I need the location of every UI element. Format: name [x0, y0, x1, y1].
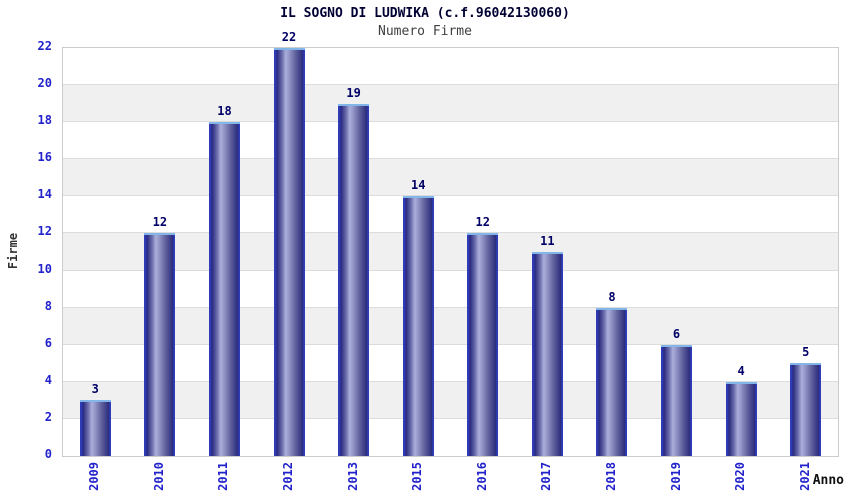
- bar-value-label: 11: [540, 234, 555, 248]
- bar-2020: [725, 381, 757, 456]
- x-tick-label-text: 2010: [151, 462, 166, 491]
- gridline: [63, 306, 838, 308]
- x-tick-label: 2010: [139, 462, 179, 500]
- bar-2021: [790, 363, 822, 456]
- gridline: [63, 343, 838, 345]
- background-band: [63, 419, 838, 456]
- x-tick-label: 2017: [526, 462, 566, 500]
- chart-subtitle: Numero Firme: [378, 24, 472, 39]
- background-band: [63, 381, 838, 419]
- gridline: [63, 195, 838, 197]
- x-tick-label: 2009: [74, 462, 114, 500]
- gridline: [63, 417, 838, 419]
- y-tick-label: 6: [44, 335, 52, 350]
- x-tick-label-text: 2019: [668, 462, 683, 491]
- bar-value-label: 6: [672, 326, 681, 341]
- bar-value-label: 3: [91, 382, 99, 397]
- bar-value-label: 14: [410, 178, 426, 193]
- bar-value-label: 12: [152, 215, 168, 230]
- y-axis-title: Firme: [0, 47, 26, 455]
- y-tick-label: 14: [37, 187, 52, 202]
- bar-2016: [467, 233, 499, 456]
- bar-value-label: 19: [346, 85, 361, 100]
- x-tick-label-text: 2018: [603, 462, 618, 491]
- x-tick-label: 2020: [720, 462, 760, 500]
- bar-2011: [208, 122, 240, 456]
- y-tick-label: 4: [44, 372, 52, 387]
- bar-value-label: 22: [281, 30, 297, 44]
- bar-value-label: 5: [802, 345, 810, 360]
- bar-2010: [144, 233, 176, 456]
- x-tick-label-text: 2016: [474, 462, 489, 491]
- x-tick-label-text: 2011: [216, 462, 231, 491]
- x-axis-title: Anno: [812, 473, 844, 488]
- y-tick-label: 0: [44, 447, 52, 461]
- x-tick-label: 2016: [462, 462, 502, 500]
- bar-2015: [402, 196, 434, 456]
- x-tick-label-text: 2015: [410, 462, 425, 491]
- chart-title: IL SOGNO DI LUDWIKA (c.f.96042130060): [280, 6, 570, 21]
- bar-2018: [596, 307, 628, 456]
- bar-2013: [338, 103, 370, 456]
- gridline: [63, 121, 838, 123]
- background-band: [63, 159, 838, 197]
- bar-2009: [79, 400, 111, 456]
- y-tick-label: 12: [37, 224, 52, 239]
- x-tick-label: 2015: [397, 462, 437, 500]
- x-tick-label-text: 2021: [797, 462, 812, 491]
- bar-2012: [273, 48, 305, 456]
- bar-value-label: 12: [475, 215, 490, 230]
- y-tick-label: 8: [44, 298, 52, 313]
- gridline: [63, 232, 838, 234]
- x-tick-label: 2019: [656, 462, 696, 500]
- y-tick-label: 18: [37, 113, 52, 128]
- bar-value-label: 4: [737, 363, 745, 378]
- background-band: [63, 271, 838, 308]
- gridline: [63, 380, 838, 382]
- x-tick-label-text: 2013: [345, 462, 360, 491]
- gridline: [63, 84, 838, 86]
- y-tick-label: 10: [37, 261, 52, 276]
- background-band: [63, 48, 838, 85]
- bar-2017: [531, 252, 563, 456]
- x-tick-label-text: 2017: [539, 462, 554, 491]
- y-tick-label: 20: [37, 76, 52, 91]
- plot-area: 3 12 18 22 19 14 12 11 8 6 4 5: [62, 30, 839, 457]
- bar-value-label: 18: [217, 104, 232, 119]
- x-tick-label: 2011: [203, 462, 243, 500]
- bar-value-label: 8: [608, 289, 616, 304]
- y-tick-label: 16: [37, 150, 52, 165]
- y-tick-label: 22: [37, 39, 52, 53]
- x-tick-label: 2013: [333, 462, 373, 500]
- x-tick-label: 2012: [268, 462, 308, 500]
- x-tick-label: 2018: [591, 462, 631, 500]
- y-tick-label: 2: [44, 409, 52, 424]
- x-tick-label-text: 2012: [281, 462, 296, 491]
- gridline: [63, 158, 838, 160]
- background-band: [63, 85, 838, 123]
- x-tick-label-text: 2020: [733, 462, 748, 491]
- background-band: [63, 307, 838, 345]
- x-tick-label-text: 2009: [87, 462, 102, 491]
- gridline: [63, 269, 838, 271]
- background-band: [63, 122, 838, 159]
- background-band: [63, 233, 838, 271]
- bar-2019: [661, 344, 693, 456]
